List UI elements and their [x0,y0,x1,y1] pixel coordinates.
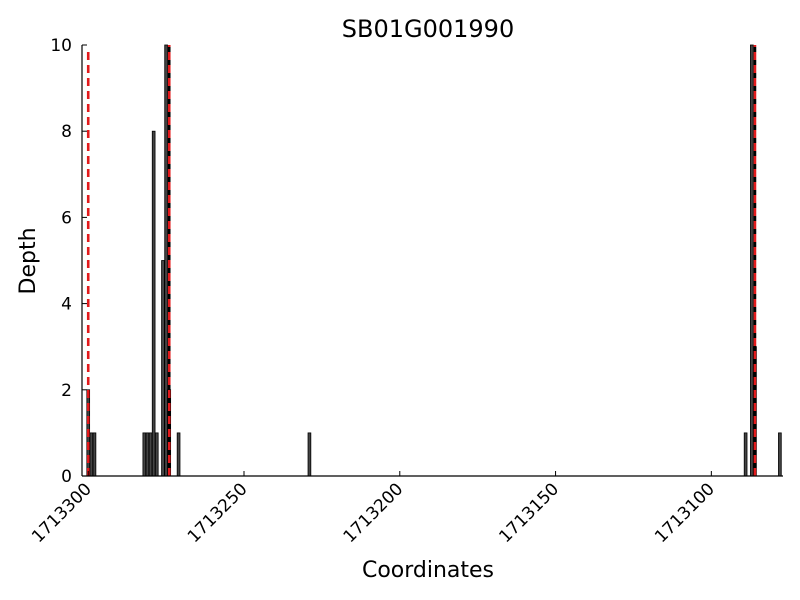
x-tick-label: 1713300 [28,479,96,547]
y-axis-title: Depth [16,227,41,294]
x-tick-label: 1713200 [340,479,408,547]
y-tick-label: 2 [61,381,72,401]
x-tick-label: 1713250 [184,479,252,547]
y-tick-label: 6 [61,208,72,228]
depth-bar [164,44,168,477]
x-tick-label: 1713100 [651,479,719,547]
depth-bar [154,432,159,477]
x-axis-title: Coordinates [362,558,494,583]
depth-bar [176,432,181,477]
marker-lines-group [86,45,757,476]
y-tick-label: 4 [61,295,72,315]
depth-bar [142,432,147,477]
depth-bar [151,130,156,477]
depth-bar [743,432,748,477]
depth-bar [145,432,150,477]
depth-bar [307,432,312,477]
depth-bar [92,432,97,477]
depth-bar [148,432,153,477]
chart-title: SB01G001990 [342,15,514,43]
x-ticks-group: 1713300 1713250 1713200 1713150 1713100 [28,471,719,547]
y-tick-label: 8 [61,122,72,142]
depth-bar [778,432,782,477]
axes-group [81,45,783,477]
x-tick-label: 1713150 [495,479,563,547]
y-tick-label: 10 [50,36,72,56]
y-tick-label: 0 [61,467,72,487]
depth-bar [89,432,94,477]
bars-group [86,44,782,477]
depth-bar [750,44,754,477]
depth-bar [161,260,165,477]
y-ticks-group: 0 2 4 6 8 10 [50,36,87,487]
